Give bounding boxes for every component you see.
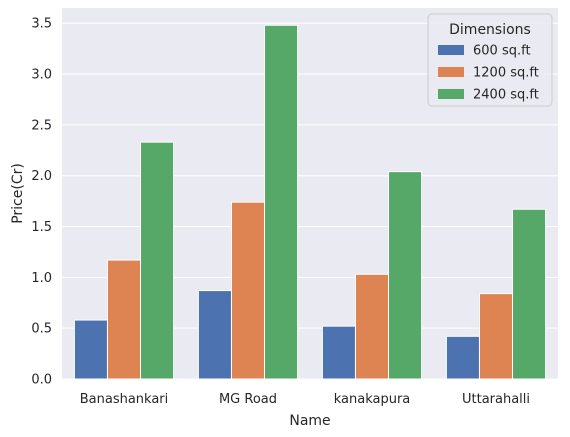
bar (140, 141, 175, 380)
bar (478, 293, 514, 380)
legend-label: 1200 sq.ft (473, 66, 539, 81)
legend-label: 2400 sq.ft (473, 88, 539, 103)
legend-title: Dimensions (449, 22, 531, 38)
bar (264, 24, 299, 380)
bar (321, 325, 356, 380)
legend-box (427, 13, 553, 107)
x-tick-label: Banashankari (80, 392, 169, 407)
y-tick-label: 2.5 (31, 118, 52, 133)
bar (73, 319, 108, 380)
y-tick-label: 1.0 (31, 271, 52, 286)
x-axis-label: Name (289, 413, 330, 429)
y-tick-label: 3.0 (31, 68, 52, 83)
bar (197, 290, 232, 380)
y-tick-label: 1.5 (31, 220, 52, 235)
legend: Dimensions 600 sq.ft 1200 sq.ft 2400 sq.ft (427, 13, 553, 107)
legend-label: 600 sq.ft (473, 44, 531, 59)
y-tick-label: 0.0 (31, 373, 52, 388)
x-tick-label: kanakapura (334, 392, 411, 407)
bars (73, 24, 547, 380)
bar (388, 171, 423, 380)
bar (354, 273, 390, 380)
bar (230, 201, 266, 380)
legend-swatch (438, 89, 464, 99)
y-tick-labels: 0.0 0.5 1.0 1.5 2.0 2.5 3.0 3.5 (31, 17, 52, 388)
y-axis-label: Price(Cr) (10, 163, 26, 224)
bar (512, 208, 547, 380)
bar (106, 259, 142, 380)
x-tick-label: Uttarahalli (462, 392, 530, 407)
legend-swatch (438, 45, 464, 55)
legend-items: 600 sq.ft 1200 sq.ft 2400 sq.ft (438, 44, 539, 103)
legend-swatch (438, 67, 464, 77)
x-tick-label: MG Road (219, 392, 277, 407)
y-tick-label: 0.5 (31, 322, 52, 337)
y-tick-label: 3.5 (31, 17, 52, 32)
x-tick-labels: Banashankari MG Road kanakapura Uttarahalli (80, 392, 530, 407)
y-tick-label: 2.0 (31, 169, 52, 184)
bar (445, 335, 480, 380)
